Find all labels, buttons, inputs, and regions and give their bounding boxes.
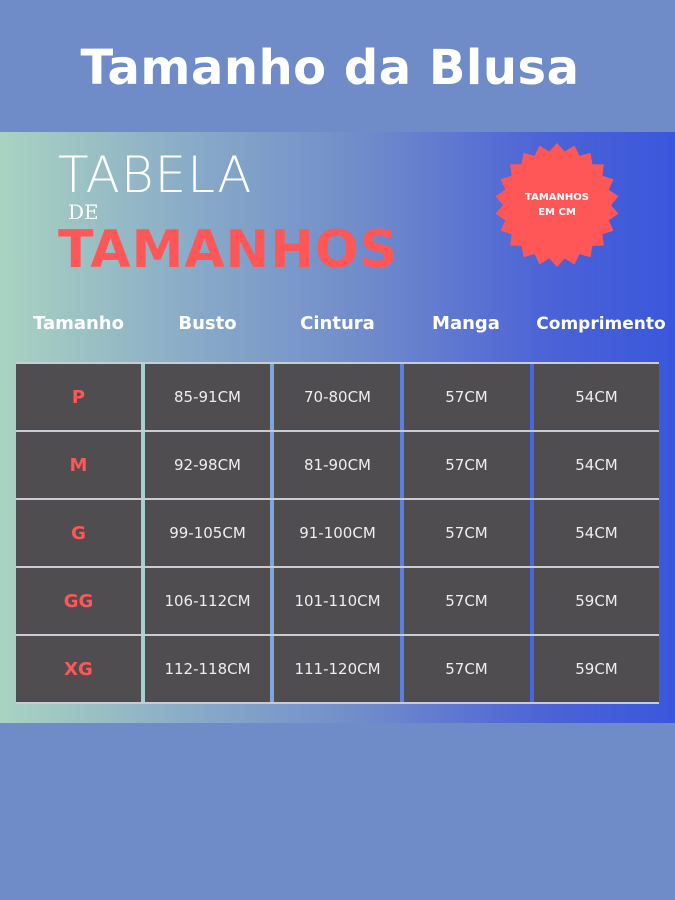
header-busto: Busto xyxy=(178,313,237,334)
banner-title-line1: TABELA xyxy=(58,146,253,204)
table-cell: 54CM xyxy=(575,388,618,406)
table-cell: 101-110CM xyxy=(294,592,381,610)
starburst-badge-icon xyxy=(495,143,619,267)
table-cell: 91-100CM xyxy=(299,524,376,542)
size-label: M xyxy=(69,454,88,476)
row-divider xyxy=(16,566,659,568)
column-divider xyxy=(141,363,145,703)
row-divider xyxy=(16,362,659,364)
row-divider xyxy=(16,498,659,500)
table-cell: 57CM xyxy=(445,592,488,610)
page-title: Tamanho da Blusa xyxy=(80,40,580,96)
badge-text: TAMANHOS EM CM xyxy=(495,190,619,220)
banner-title-line2: DE xyxy=(68,200,99,224)
table-cell: 92-98CM xyxy=(173,456,241,474)
size-label: GG xyxy=(63,590,94,612)
table-cell: 112-118CM xyxy=(164,660,251,678)
column-divider xyxy=(400,363,404,703)
table-cell: 57CM xyxy=(445,388,488,406)
table-cell: 70-80CM xyxy=(303,388,371,406)
table-cell: 111-120CM xyxy=(294,660,381,678)
column-divider xyxy=(530,363,534,703)
table-cell: 106-112CM xyxy=(164,592,251,610)
table-cell: 59CM xyxy=(575,660,618,678)
table-cell: 85-91CM xyxy=(173,388,241,406)
table-cell: 57CM xyxy=(445,524,488,542)
banner-title-line3: TAMANHOS xyxy=(58,220,399,280)
column-divider xyxy=(270,363,274,703)
badge-line2: EM CM xyxy=(538,207,576,218)
table-cell: 54CM xyxy=(575,456,618,474)
table-cell: 81-90CM xyxy=(303,456,371,474)
badge-line1: TAMANHOS xyxy=(525,192,589,203)
header-cintura: Cintura xyxy=(300,313,375,334)
row-divider xyxy=(16,634,659,636)
header-comprimento: Comprimento xyxy=(536,314,666,334)
row-divider xyxy=(16,702,659,704)
size-label: P xyxy=(71,386,86,408)
row-divider xyxy=(16,430,659,432)
table-cell: 54CM xyxy=(575,524,618,542)
header-tamanho: Tamanho xyxy=(32,313,124,334)
table-cell: 59CM xyxy=(575,592,618,610)
size-table xyxy=(16,363,659,703)
table-cell: 57CM xyxy=(445,456,488,474)
table-cell: 57CM xyxy=(445,660,488,678)
table-cell: 99-105CM xyxy=(169,524,246,542)
header-manga: Manga xyxy=(432,313,500,334)
size-label: G xyxy=(71,522,86,544)
size-label: XG xyxy=(64,658,93,680)
